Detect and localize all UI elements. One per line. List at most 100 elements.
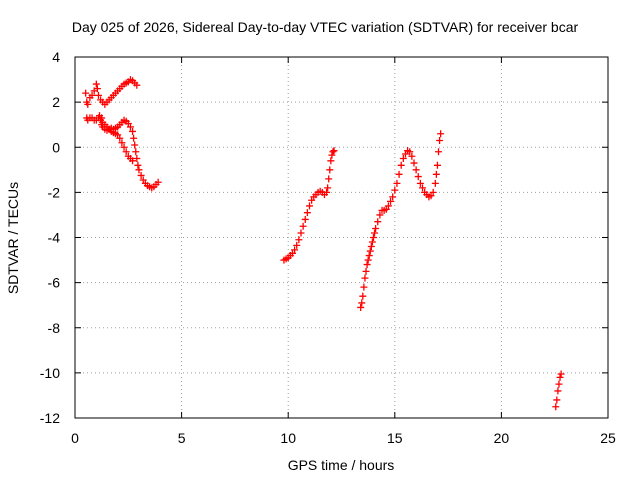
x-tick-labels: 0 5 10 15 20 25 (71, 430, 616, 446)
data-point (412, 166, 420, 174)
data-point (126, 123, 134, 131)
y-tick-label: -12 (40, 410, 60, 426)
data-point (553, 396, 561, 404)
data-point (301, 215, 309, 223)
data-point (556, 373, 564, 381)
data-point (84, 100, 92, 108)
data-point (135, 166, 143, 174)
data-point (367, 243, 375, 251)
series-2 (357, 130, 445, 311)
x-tick-label: 25 (600, 430, 616, 446)
data-point (408, 152, 416, 160)
data-point (410, 159, 418, 167)
data-point (365, 252, 373, 260)
data-point (357, 303, 365, 311)
series-0 (82, 76, 162, 192)
data-point (376, 211, 384, 219)
data-point (437, 130, 445, 138)
y-tick-labels: 4 2 0 -2 -4 -6 -8 -10 -12 (40, 49, 60, 426)
data-point (384, 202, 392, 210)
data-point (327, 157, 335, 165)
data-point (133, 81, 141, 89)
axis-ticks (74, 56, 609, 419)
data-point (362, 267, 370, 275)
data-point (93, 85, 101, 93)
x-tick-label: 20 (494, 430, 510, 446)
series-1 (280, 147, 338, 264)
y-tick-label: -10 (40, 365, 60, 381)
data-point (393, 179, 401, 187)
y-tick-label: -6 (48, 275, 61, 291)
data-point (323, 188, 331, 196)
data-point (120, 143, 128, 151)
data-point (92, 80, 100, 88)
data-point (122, 148, 130, 156)
data-point (406, 148, 414, 156)
data-point (154, 178, 162, 186)
data-point (133, 155, 141, 163)
data-point (391, 186, 399, 194)
data-point (414, 173, 422, 181)
data-point (432, 170, 440, 178)
data-point (129, 127, 137, 135)
data-point (374, 218, 382, 226)
data-point (328, 151, 336, 159)
data-point (364, 256, 372, 264)
data-point (372, 224, 380, 232)
data-point (431, 179, 439, 187)
data-point (94, 91, 102, 99)
data-point (557, 370, 565, 378)
data-point (358, 299, 366, 307)
data-point (436, 136, 444, 144)
x-tick-label: 10 (280, 430, 296, 446)
data-point (82, 89, 90, 97)
y-tick-label: 0 (52, 139, 60, 155)
data-point (118, 139, 126, 147)
data-point (433, 161, 441, 169)
data-point (429, 188, 437, 196)
data-point (416, 179, 424, 187)
data-point (291, 246, 299, 254)
data-point (131, 141, 139, 149)
data-point (329, 148, 337, 156)
y-tick-label: 4 (52, 49, 60, 65)
data-point (369, 234, 377, 241)
data-point (555, 380, 563, 388)
data-point (366, 247, 374, 255)
data-point (371, 229, 379, 237)
data-point (435, 148, 443, 156)
data-point (88, 91, 96, 99)
data-point (134, 161, 142, 169)
data-point (325, 175, 333, 183)
data-point (295, 236, 303, 244)
data-point (326, 166, 334, 174)
data-point (330, 147, 338, 155)
data-point (306, 202, 314, 210)
series-3 (552, 370, 565, 411)
data-point (395, 170, 403, 178)
data-point (324, 184, 332, 192)
y-tick-label: -2 (48, 184, 61, 200)
data-point (399, 155, 407, 163)
chart-title: Day 025 of 2026, Sidereal Day-to-day VTE… (72, 19, 579, 35)
data-point (116, 134, 124, 142)
x-tick-label: 0 (71, 430, 79, 446)
data-point (419, 184, 427, 192)
data-point (552, 403, 560, 411)
data-point (361, 274, 369, 282)
data-point (130, 134, 138, 142)
data-point (554, 387, 562, 395)
data-point (387, 197, 395, 205)
data-point (297, 229, 305, 237)
data-point (137, 171, 145, 179)
x-tick-label: 15 (387, 430, 403, 446)
grid-lines (75, 57, 608, 418)
y-axis-label: SDTVAR / TECUs (5, 182, 21, 294)
y-tick-label: -8 (48, 320, 61, 336)
data-point (129, 157, 137, 165)
data-point (293, 241, 301, 249)
plot-frame (74, 56, 609, 419)
data-point (389, 193, 397, 201)
y-tick-label: 2 (52, 94, 60, 110)
